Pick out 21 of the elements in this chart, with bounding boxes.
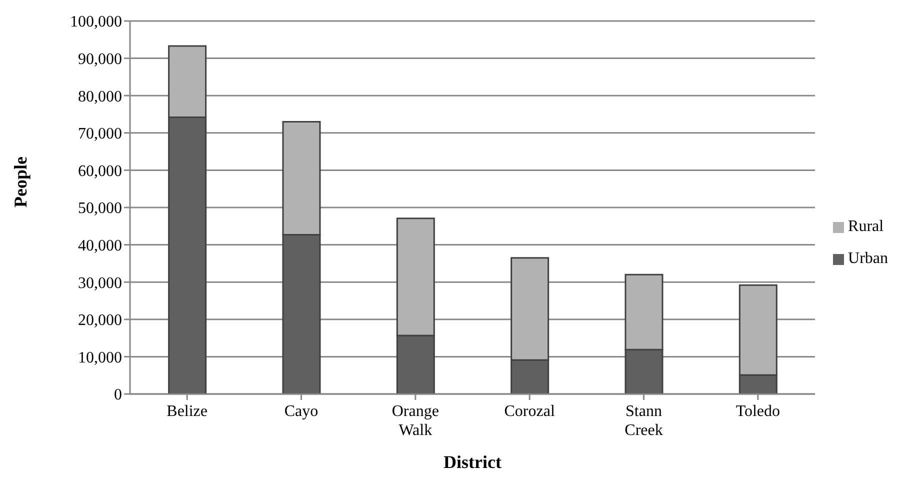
y-axis-title: People	[10, 156, 30, 208]
y-tick-label: 70,000	[78, 126, 122, 143]
y-tick-label: 50,000	[78, 200, 122, 218]
y-tick-label: 60,000	[78, 162, 122, 180]
y-tick-label: 20,000	[78, 312, 122, 330]
x-tick-label: Orange Walk	[392, 403, 439, 439]
y-tick-label: 10,000	[78, 349, 122, 366]
y-tick-label: 90,000	[78, 50, 122, 68]
x-axis-title: District	[444, 452, 502, 472]
y-tick-label: 0	[114, 386, 122, 404]
x-tick-label: Toledo	[736, 403, 780, 420]
y-tick-label: 40,000	[78, 237, 122, 254]
x-tick-label: Stann Creek	[624, 403, 663, 439]
y-tick-label: 100,000	[70, 14, 122, 31]
legend-label: Rural	[848, 218, 884, 235]
x-tick-label: Belize	[166, 403, 208, 420]
y-tick-label: 80,000	[78, 88, 122, 106]
x-tick-label: Cayo	[284, 403, 318, 420]
x-tick-label: Corozal	[504, 403, 556, 420]
legend-label: Urban	[848, 250, 888, 267]
y-tick-label: 30,000	[78, 274, 122, 292]
